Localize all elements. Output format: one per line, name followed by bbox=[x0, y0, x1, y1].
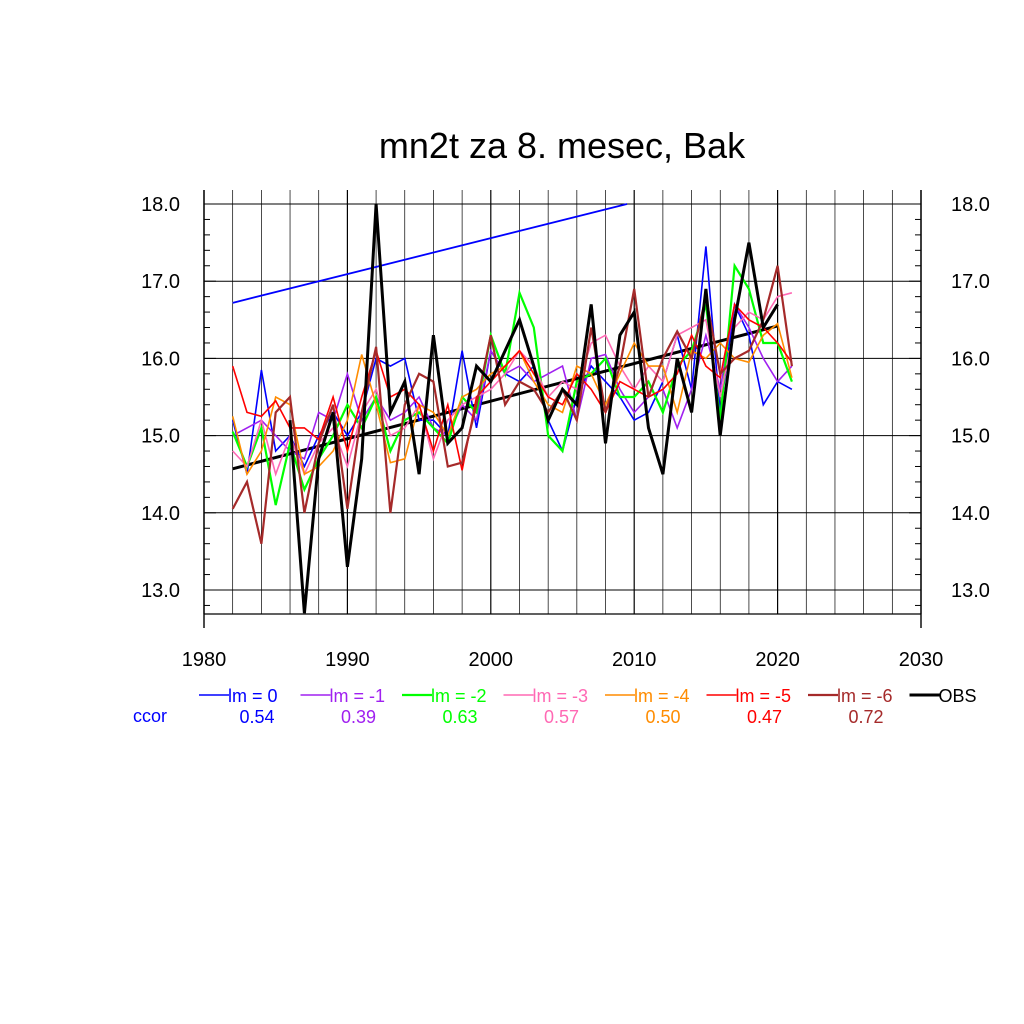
series-line-lm-0 bbox=[231, 246, 793, 475]
x-tick-label: 2000 bbox=[469, 649, 514, 671]
y-tick-label-right: 15.0 bbox=[951, 426, 990, 448]
x-tick-label: 2010 bbox=[612, 649, 657, 671]
legend-label: lm = -4 bbox=[634, 686, 690, 706]
grid bbox=[203, 190, 922, 614]
legend-item: OBS bbox=[909, 686, 977, 706]
ccor-value: 0.54 bbox=[239, 707, 274, 727]
y-tick-label-left: 15.0 bbox=[141, 426, 180, 448]
x-tick-label: 2020 bbox=[755, 649, 800, 671]
y-tick-label-right: 17.0 bbox=[951, 271, 990, 293]
y-tick-label-left: 13.0 bbox=[141, 580, 180, 602]
y-tick-label-right: 18.0 bbox=[951, 194, 990, 216]
legend-label: lm = 0 bbox=[228, 686, 278, 706]
legend-label: OBS bbox=[939, 686, 977, 706]
legend-label: lm = -3 bbox=[533, 686, 589, 706]
x-tick-label: 1990 bbox=[325, 649, 370, 671]
legend-item: lm = -10.39 bbox=[300, 686, 386, 727]
legend-item: lm = -60.72 bbox=[808, 686, 893, 727]
ccor-value: 0.57 bbox=[544, 707, 579, 727]
ccor-value: 0.47 bbox=[747, 707, 782, 727]
y-tick-label-right: 13.0 bbox=[951, 580, 990, 602]
series-line-obs bbox=[288, 203, 779, 614]
y-tick-label-left: 16.0 bbox=[141, 348, 180, 370]
ccor-value: 0.63 bbox=[442, 707, 477, 727]
legend-item: lm = -20.63 bbox=[402, 686, 487, 727]
series-line-lm-6 bbox=[231, 265, 793, 544]
series-lines bbox=[231, 203, 793, 614]
y-tick-label-right: 16.0 bbox=[951, 348, 990, 370]
legend-label: lm = -5 bbox=[736, 686, 792, 706]
legend-label: lm = -6 bbox=[837, 686, 893, 706]
axis-ticks: 13.0 13.0 14.0 14.0 15.0 15.0 16.0 16.0 17.0 17.0… bbox=[141, 194, 990, 671]
ccor-label: ccor bbox=[133, 706, 167, 726]
plot-frame bbox=[203, 190, 922, 628]
legend-label: lm = -1 bbox=[330, 686, 386, 706]
legend-item: lm = -50.47 bbox=[706, 686, 792, 727]
x-tick-label: 2030 bbox=[899, 649, 944, 671]
y-tick-label-left: 14.0 bbox=[141, 503, 180, 525]
chart-title: mn2t za 8. mesec, Bak bbox=[379, 125, 746, 166]
ccor-value: 0.72 bbox=[848, 707, 883, 727]
legend-label: lm = -2 bbox=[431, 686, 487, 706]
y-tick-label-right: 14.0 bbox=[951, 503, 990, 525]
legend-item: lm = 00.54 bbox=[199, 686, 278, 727]
y-tick-label-left: 17.0 bbox=[141, 271, 180, 293]
legend-item: lm = -30.57 bbox=[503, 686, 589, 727]
legend-item: lm = -40.50 bbox=[605, 686, 690, 727]
ccor-value: 0.39 bbox=[341, 707, 376, 727]
ccor-value: 0.50 bbox=[645, 707, 680, 727]
x-tick-label: 1980 bbox=[182, 649, 227, 671]
y-tick-label-left: 18.0 bbox=[141, 194, 180, 216]
model-trend-line bbox=[232, 203, 628, 304]
